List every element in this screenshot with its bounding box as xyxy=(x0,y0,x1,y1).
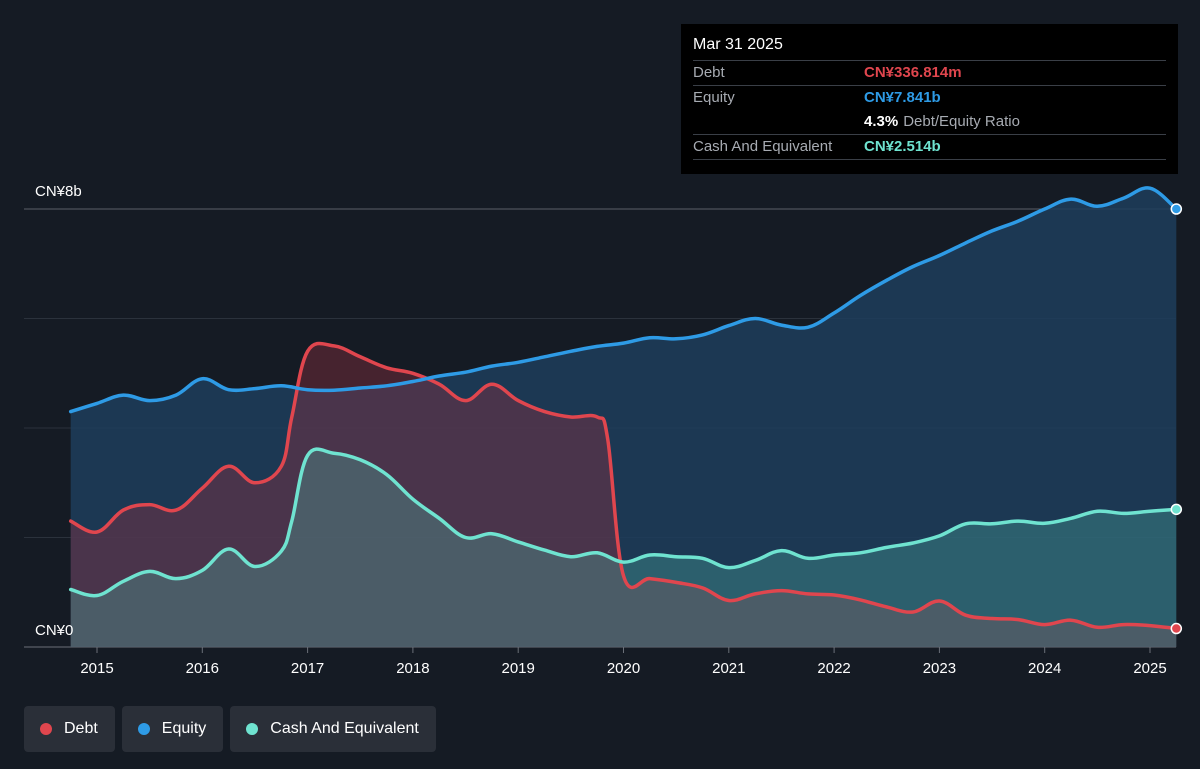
x-tick-label: 2024 xyxy=(1028,660,1061,677)
legend-cash-dot xyxy=(246,723,259,735)
x-tick-label: 2022 xyxy=(817,660,850,677)
x-tick-label: 2015 xyxy=(80,660,113,677)
x-tick-label: 2017 xyxy=(291,660,324,677)
tooltip-equity-value: CN¥7.841b xyxy=(864,89,941,106)
x-axis: 2015 2016 2017 2018 2019 2020 2021 2022 2023 2024… xyxy=(80,647,1167,677)
debt-end-marker xyxy=(1170,622,1183,635)
tooltip-debt-value: CN¥336.814m xyxy=(864,64,962,81)
cash-and-equivalent-area xyxy=(70,449,1177,647)
x-tick-label: 2020 xyxy=(607,660,640,677)
legend-debt-label: Debt xyxy=(64,720,98,737)
legend-equity-dot xyxy=(137,723,150,735)
chart-areas xyxy=(70,187,1177,647)
y-axis-max-label: CN¥8b xyxy=(35,183,82,200)
legend-equity[interactable]: Equity xyxy=(121,706,224,752)
legend-cash[interactable]: Cash And Equivalent xyxy=(230,706,436,752)
equity-line xyxy=(68,186,1179,414)
cash-and-equivalent-line xyxy=(68,447,1179,598)
debt-line xyxy=(68,341,1179,631)
y-axis-min-label: CN¥0 xyxy=(35,622,74,639)
tooltip-ratio-value: 4.3% xyxy=(864,113,899,130)
x-tick-label: 2016 xyxy=(186,660,219,677)
x-tick-label: 2025 xyxy=(1133,660,1166,677)
chart-end-markers xyxy=(1170,203,1183,635)
equity-end-marker xyxy=(1170,203,1183,215)
chart-legend: Debt Equity Cash And Equivalent xyxy=(24,706,436,752)
tooltip-ratio-row: 4.3% Debt/Equity Ratio xyxy=(693,110,1166,134)
tooltip-equity-row: Equity CN¥7.841b xyxy=(693,85,1166,110)
debt-area xyxy=(70,343,1177,647)
equity-area xyxy=(70,187,1177,647)
x-tick-label: 2021 xyxy=(712,660,745,677)
tooltip-debt-label: Debt xyxy=(693,64,725,81)
tooltip-cash-label: Cash And Equivalent xyxy=(693,138,833,155)
chart-lines xyxy=(68,186,1179,631)
tooltip-debt-row: Debt CN¥336.814m xyxy=(693,60,1166,85)
tooltip-equity-label: Equity xyxy=(693,89,735,106)
chart-tooltip: Mar 31 2025 Debt CN¥336.814m Equity CN¥7… xyxy=(681,24,1178,174)
x-tick-label: 2023 xyxy=(923,660,956,677)
x-tick-label: 2018 xyxy=(396,660,429,677)
tooltip-date: Mar 31 2025 xyxy=(693,36,783,53)
legend-debt-dot xyxy=(40,723,52,735)
legend-cash-label: Cash And Equivalent xyxy=(270,720,419,737)
tooltip-ratio-label: Debt/Equity Ratio xyxy=(903,113,1020,130)
tooltip-cash-row: Cash And Equivalent CN¥2.514b xyxy=(693,134,1166,160)
legend-equity-label: Equity xyxy=(161,720,207,737)
cash-and-equivalent-end-marker xyxy=(1170,503,1183,516)
x-tick-label: 2019 xyxy=(502,660,535,677)
tooltip-cash-value: CN¥2.514b xyxy=(864,138,941,155)
legend-debt[interactable]: Debt xyxy=(24,706,115,752)
